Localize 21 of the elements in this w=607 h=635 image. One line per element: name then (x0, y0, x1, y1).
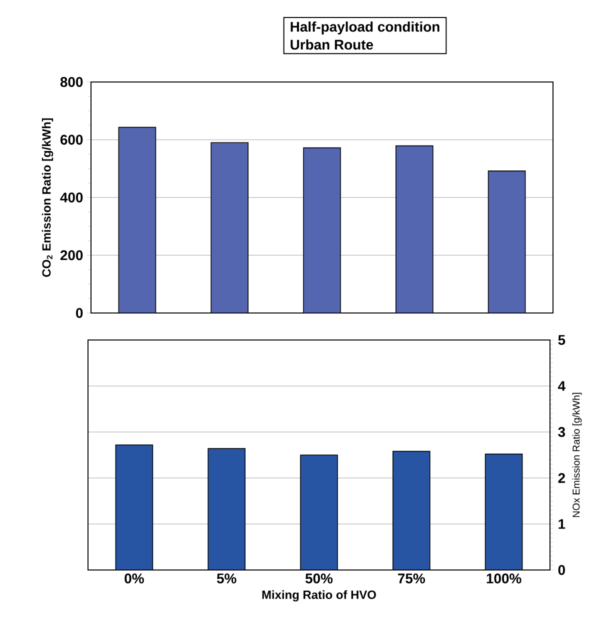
y-tick-label: 2 (558, 473, 565, 483)
y-tick-label: 3 (558, 427, 566, 437)
x-axis-title: Mixing Ratio of HVO (262, 590, 376, 602)
y-tick-label: 4 (558, 381, 566, 391)
y-tick-label: 5 (558, 335, 566, 345)
y-tick-label: 0 (76, 308, 83, 318)
chart-title: Half-payload condition (290, 21, 440, 34)
y-tick-label: 200 (60, 250, 83, 260)
x-tick-label: 5% (216, 574, 236, 584)
y-axis-title: NOx Emission Ratio [g/kWh] (572, 392, 582, 518)
chart-subtitle: Urban Route (290, 39, 374, 50)
y-tick-label: 600 (60, 134, 83, 145)
y-tick-label: 400 (60, 192, 83, 202)
x-tick-label: 0% (124, 574, 144, 584)
y-tick-label: 0 (558, 565, 565, 575)
y-tick-label: 800 (60, 77, 83, 87)
x-tick-label: 50% (305, 574, 333, 584)
x-tick-label: 75% (398, 574, 425, 584)
y-tick-label: 1 (558, 519, 566, 529)
x-tick-label: 100% (486, 574, 522, 584)
y-axis-title: CO$_{2}$ Emission Ratio [g/kWh] (42, 118, 54, 277)
